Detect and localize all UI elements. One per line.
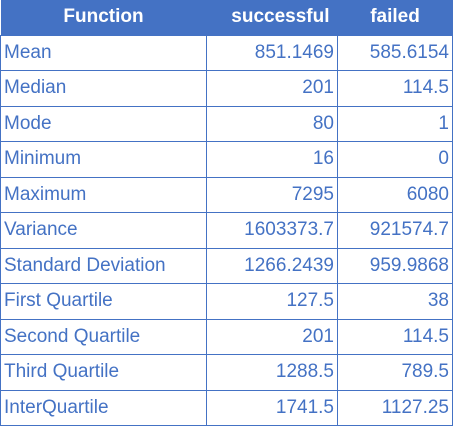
table-row: Mode 80 1 — [0, 105, 453, 142]
successful-cell: 7295 — [206, 176, 338, 213]
failed-cell: 921574.7 — [337, 212, 453, 249]
header-row: Function successful failed — [0, 0, 453, 35]
header-function: Function — [0, 0, 207, 35]
table-body: Mean 851.1469 585.6154 Median 201 114.5 … — [0, 34, 453, 426]
failed-cell: 0 — [337, 141, 453, 178]
successful-cell: 1266.2439 — [206, 247, 338, 284]
table-row: Third Quartile 1288.5 789.5 — [0, 354, 453, 391]
table-row: Second Quartile 201 114.5 — [0, 318, 453, 355]
failed-cell: 114.5 — [337, 70, 453, 107]
failed-cell: 114.5 — [337, 318, 453, 355]
table-row: Minimum 16 0 — [0, 141, 453, 178]
table-row: Mean 851.1469 585.6154 — [0, 34, 453, 71]
table-row: Standard Deviation 1266.2439 959.9868 — [0, 247, 453, 284]
successful-cell: 80 — [206, 105, 338, 142]
function-cell: Minimum — [0, 141, 207, 178]
successful-cell: 127.5 — [206, 283, 338, 320]
table-row: InterQuartile 1741.5 1127.25 — [0, 389, 453, 426]
successful-cell: 201 — [206, 318, 338, 355]
function-cell: Mean — [0, 34, 207, 71]
failed-cell: 959.9868 — [337, 247, 453, 284]
successful-cell: 1741.5 — [206, 389, 338, 426]
function-cell: Variance — [0, 212, 207, 249]
table-row: Variance 1603373.7 921574.7 — [0, 212, 453, 249]
failed-cell: 1 — [337, 105, 453, 142]
failed-cell: 38 — [337, 283, 453, 320]
failed-cell: 789.5 — [337, 354, 453, 391]
table-row: Maximum 7295 6080 — [0, 176, 453, 213]
failed-cell: 1127.25 — [337, 389, 453, 426]
function-cell: Mode — [0, 105, 207, 142]
successful-cell: 1288.5 — [206, 354, 338, 391]
header-failed: failed — [337, 0, 453, 35]
successful-cell: 851.1469 — [206, 34, 338, 71]
table-row: Median 201 114.5 — [0, 70, 453, 107]
function-cell: Third Quartile — [0, 354, 207, 391]
successful-cell: 16 — [206, 141, 338, 178]
failed-cell: 585.6154 — [337, 34, 453, 71]
function-cell: Standard Deviation — [0, 247, 207, 284]
successful-cell: 201 — [206, 70, 338, 107]
table-row: First Quartile 127.5 38 — [0, 283, 453, 320]
function-cell: InterQuartile — [0, 389, 207, 426]
function-cell: Maximum — [0, 176, 207, 213]
failed-cell: 6080 — [337, 176, 453, 213]
function-cell: Second Quartile — [0, 318, 207, 355]
table-header: Function successful failed — [0, 0, 453, 35]
header-successful: successful — [206, 0, 338, 35]
function-cell: First Quartile — [0, 283, 207, 320]
successful-cell: 1603373.7 — [206, 212, 338, 249]
function-cell: Median — [0, 70, 207, 107]
